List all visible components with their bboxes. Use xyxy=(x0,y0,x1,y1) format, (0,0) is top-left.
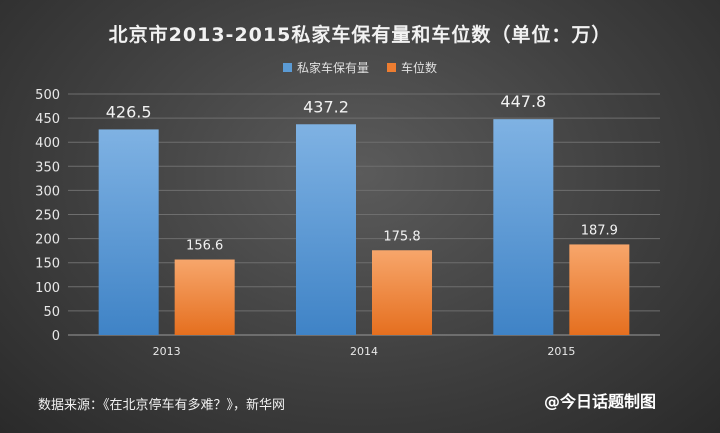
y-tick-label: 0 xyxy=(52,329,60,344)
bar-parking-spaces xyxy=(569,244,630,335)
y-tick-label: 50 xyxy=(43,305,60,320)
bar-private-cars xyxy=(493,119,554,335)
y-tick-label: 500 xyxy=(35,88,60,103)
data-label-private-cars: 426.5 xyxy=(106,102,152,121)
data-label-parking-spaces: 156.6 xyxy=(186,239,223,254)
y-tick-label: 400 xyxy=(35,136,60,151)
y-tick-label: 450 xyxy=(35,112,60,127)
y-tick-label: 250 xyxy=(35,209,60,224)
legend-item-private-cars: 私家车保有量 xyxy=(282,59,369,76)
x-tick-label: 2013 xyxy=(153,345,181,358)
bar-private-cars xyxy=(296,124,356,336)
legend: 私家车保有量 车位数 xyxy=(0,59,720,76)
chart-title: 北京市2013-2015私家车保有量和车位数（单位：万） xyxy=(108,24,612,46)
data-label-private-cars: 437.2 xyxy=(303,97,349,116)
data-source: 数据来源：《在北京停车有多难？》，新华网 xyxy=(38,398,286,413)
y-tick-label: 300 xyxy=(35,184,60,199)
bar-parking-spaces xyxy=(174,259,235,335)
legend-swatch-parking-spaces xyxy=(387,63,396,72)
data-label-parking-spaces: 187.9 xyxy=(581,223,618,238)
legend-label-private-cars: 私家车保有量 xyxy=(296,61,369,75)
watermark: @今日话题制图 xyxy=(543,392,656,411)
x-tick-label: 2014 xyxy=(350,345,378,358)
y-tick-label: 150 xyxy=(35,257,60,272)
legend-label-parking-spaces: 车位数 xyxy=(401,61,438,75)
x-tick-label: 2015 xyxy=(547,345,575,358)
bar-private-cars xyxy=(98,129,159,335)
data-label-parking-spaces: 175.8 xyxy=(383,229,420,244)
y-tick-label: 200 xyxy=(35,233,60,248)
data-label-private-cars: 447.8 xyxy=(500,92,546,111)
legend-swatch-private-cars xyxy=(282,63,292,72)
bar-parking-spaces xyxy=(372,250,432,335)
y-tick-label: 350 xyxy=(35,160,60,175)
y-tick-label: 100 xyxy=(35,281,60,296)
legend-item-parking-spaces: 车位数 xyxy=(387,59,437,76)
